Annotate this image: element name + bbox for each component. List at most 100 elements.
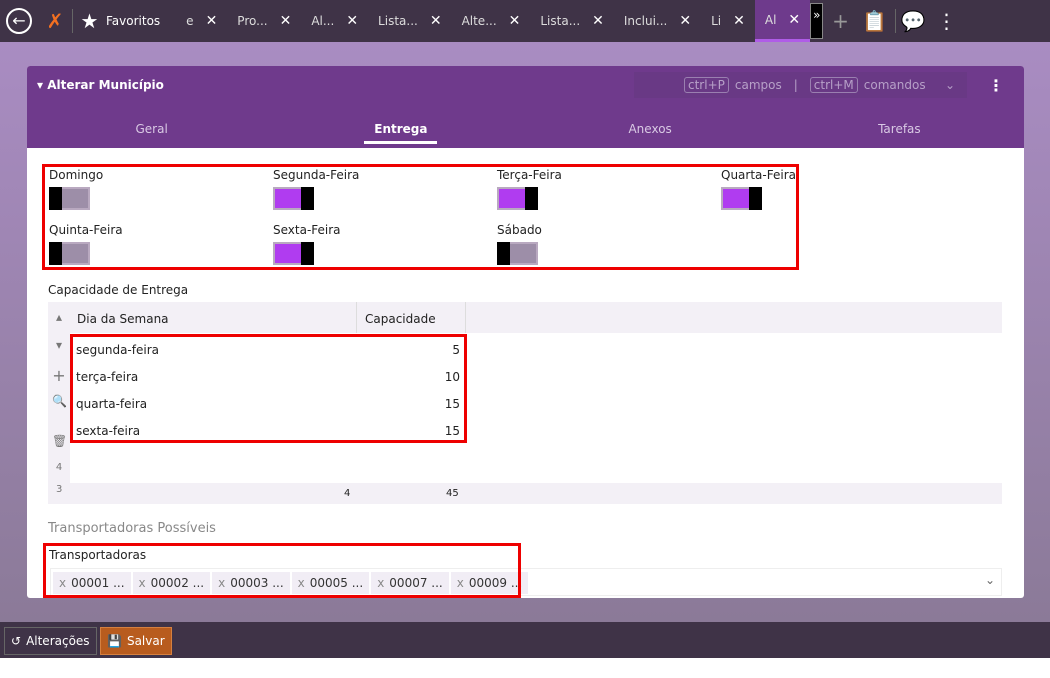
command-bar[interactable]: ctrl+P campos | ctrl+M comandos ⌄	[634, 72, 967, 98]
remove-icon[interactable]: x	[59, 576, 67, 590]
weekday-label: Domingo	[49, 168, 104, 182]
grid-body: segunda-feira 5 terça-feira 10 quarta-feira 1…	[70, 333, 1002, 483]
tab-geral[interactable]: Geral	[27, 122, 276, 142]
tab-label: Li	[711, 14, 722, 28]
clipboard-icon[interactable]: 📋	[862, 9, 887, 33]
carrier-chip[interactable]: x 00001 ...	[53, 572, 131, 594]
weekday-toggle[interactable]	[49, 187, 90, 210]
add-icon[interactable]: +	[832, 9, 849, 33]
tab-entrega[interactable]: Entrega	[276, 122, 525, 144]
chat-icon[interactable]: 💬	[895, 9, 929, 33]
chip-label: 00005 ...	[309, 576, 364, 590]
weekday-toggle[interactable]	[273, 187, 314, 210]
footer-left: 3	[56, 484, 63, 495]
day-cell: segunda-feira	[76, 343, 159, 357]
day-cell: quarta-feira	[76, 397, 148, 411]
carriers-label: Transportadoras	[49, 548, 147, 562]
capacity-cell: 15	[444, 424, 460, 438]
tab-label: Lista...	[378, 14, 418, 28]
remove-icon[interactable]: x	[297, 576, 305, 590]
trash-icon[interactable]: 🗑	[52, 434, 68, 448]
save-button[interactable]: 💾 Salvar	[100, 627, 172, 655]
fields-label: campos	[734, 78, 782, 92]
weekday-label: Sábado	[497, 223, 542, 237]
form-header: ▾ Alterar Município ctrl+P campos | ctrl+…	[27, 66, 1024, 148]
browser-tab[interactable]: Al... ✕	[301, 0, 368, 42]
move-down-icon[interactable]: ▾	[55, 338, 63, 352]
table-row[interactable]: segunda-feira 5	[76, 343, 460, 357]
kebab-menu-icon[interactable]: ⋮	[936, 9, 957, 33]
remove-icon[interactable]: x	[456, 576, 464, 590]
column-day[interactable]: Dia da Semana	[77, 312, 169, 326]
footer-count: 4	[344, 488, 351, 499]
close-icon[interactable]: ✕	[279, 13, 292, 29]
column-capacity[interactable]: Capacidade	[356, 302, 466, 333]
star-icon[interactable]: ★	[72, 9, 106, 33]
close-icon[interactable]: ✕	[788, 11, 801, 28]
browser-tab[interactable]: Al ✕	[754, 0, 811, 42]
more-tabs-button[interactable]: »	[810, 3, 824, 39]
carrier-chip[interactable]: x 00007 ...	[371, 572, 449, 594]
changes-button[interactable]: ↺ Alterações	[4, 627, 97, 655]
weekday-toggle[interactable]	[49, 242, 90, 265]
browser-tab[interactable]: Alte... ✕	[452, 0, 531, 42]
favorites-menu[interactable]: Favoritos	[106, 14, 161, 28]
browser-tab[interactable]: Lista... ✕	[368, 0, 452, 42]
table-row[interactable]: quarta-feira 15	[76, 397, 460, 411]
chevron-down-icon[interactable]: ⌄	[944, 78, 955, 92]
logo-icon: ✗	[46, 9, 64, 33]
carrier-chip[interactable]: x 00003 ...	[212, 572, 290, 594]
close-icon[interactable]: ✕	[346, 13, 359, 29]
close-icon[interactable]: ✕	[508, 13, 521, 29]
tab-label: Geral	[135, 122, 168, 136]
browser-tab[interactable]: Li ✕	[701, 0, 755, 42]
remove-icon[interactable]: x	[218, 576, 226, 590]
row-count: 4	[55, 462, 63, 473]
tab-label: Al	[764, 12, 777, 27]
search-icon[interactable]: 🔍	[52, 394, 67, 408]
browser-tab[interactable]: Inclui... ✕	[614, 0, 701, 42]
weekday-toggle[interactable]	[721, 187, 762, 210]
weekday-toggle[interactable]	[273, 242, 314, 265]
close-icon[interactable]: ✕	[679, 13, 692, 29]
day-cell: sexta-feira	[76, 424, 141, 438]
close-icon[interactable]: ✕	[205, 13, 218, 29]
carrier-chip[interactable]: x 00002 ...	[132, 572, 211, 594]
close-icon[interactable]: ✕	[733, 13, 745, 29]
remove-icon[interactable]: x	[138, 576, 146, 590]
remove-icon[interactable]: x	[377, 576, 385, 590]
chip-label: 00003 ...	[230, 576, 284, 590]
table-row[interactable]: sexta-feira 15	[76, 424, 460, 438]
history-icon: ↺	[11, 634, 22, 648]
weekday-highlight	[42, 164, 799, 270]
back-icon[interactable]: ←	[6, 8, 32, 34]
browser-tab[interactable]: Pro... ✕	[227, 0, 301, 42]
form-menu-icon[interactable]: ⋮	[988, 76, 1004, 95]
changes-label: Alterações	[26, 634, 90, 648]
tab-tarefas[interactable]: Tarefas	[775, 122, 1024, 142]
browser-tab[interactable]: e ✕	[176, 0, 227, 42]
form-title-text: Alterar Município	[47, 78, 164, 92]
chip-label: 00009 ...	[468, 576, 523, 590]
tab-label: Al...	[311, 14, 335, 28]
weekday-toggle[interactable]	[497, 242, 538, 265]
carrier-chip[interactable]: x 00005 ...	[291, 572, 370, 594]
weekday-label: Quinta-Feira	[49, 223, 123, 237]
chevron-down-icon[interactable]: ⌄	[984, 573, 995, 587]
carrier-chip[interactable]: x 00009 ...	[450, 572, 529, 594]
add-row-icon[interactable]: +	[52, 366, 66, 385]
capacity-cell: 10	[444, 370, 460, 384]
weekday-label: Sexta-Feira	[273, 223, 341, 237]
carriers-input[interactable]: x 00001 ... x 00002 ... x 00003 ... x 00005 ...…	[50, 568, 1002, 596]
close-icon[interactable]: ✕	[429, 13, 442, 29]
weekday-toggle[interactable]	[497, 187, 538, 210]
close-icon[interactable]: ✕	[592, 13, 604, 29]
tab-label: Pro...	[237, 14, 268, 28]
move-up-icon[interactable]: ▴	[55, 310, 63, 324]
toggle-knob	[301, 242, 314, 265]
browser-tab[interactable]: Lista... ✕	[530, 0, 614, 42]
table-row[interactable]: terça-feira 10	[76, 370, 460, 384]
tab-label: Tarefas	[878, 122, 921, 136]
tab-anexos[interactable]: Anexos	[526, 122, 775, 142]
form-title[interactable]: ▾ Alterar Município	[37, 78, 164, 92]
